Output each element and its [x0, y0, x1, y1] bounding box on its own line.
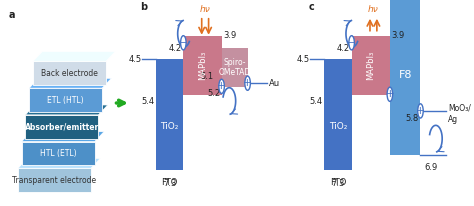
- Text: −: −: [347, 38, 356, 48]
- Circle shape: [245, 76, 250, 90]
- Text: MAPbI₃: MAPbI₃: [366, 51, 375, 80]
- Text: HTL (ETL): HTL (ETL): [40, 149, 76, 158]
- Text: 7.3: 7.3: [331, 179, 345, 188]
- Bar: [26, 115, 99, 139]
- Text: Spiro-
OMeTAD: Spiro- OMeTAD: [219, 58, 251, 77]
- Text: hν: hν: [368, 5, 379, 14]
- Text: 5.4: 5.4: [310, 97, 322, 106]
- Text: 4.2: 4.2: [169, 44, 182, 53]
- Text: FTO: FTO: [161, 178, 178, 187]
- Bar: [352, 36, 390, 95]
- Text: −: −: [179, 38, 188, 48]
- Text: F8: F8: [399, 70, 412, 80]
- Text: 5.8: 5.8: [406, 114, 419, 123]
- Polygon shape: [18, 158, 100, 168]
- Bar: [183, 36, 221, 95]
- Text: 5.4: 5.4: [141, 97, 154, 106]
- Text: 7.3: 7.3: [163, 179, 176, 188]
- Text: 3.9: 3.9: [223, 31, 237, 40]
- Text: FTO: FTO: [329, 178, 346, 187]
- Circle shape: [349, 36, 355, 50]
- Circle shape: [181, 36, 186, 50]
- Text: 4.2: 4.2: [337, 44, 350, 53]
- Bar: [22, 142, 95, 165]
- Bar: [390, 0, 420, 154]
- Text: +: +: [385, 89, 394, 99]
- Text: +: +: [416, 106, 425, 116]
- Text: Back electrode: Back electrode: [41, 69, 98, 78]
- Text: +: +: [243, 78, 252, 88]
- Polygon shape: [22, 132, 104, 142]
- Polygon shape: [33, 52, 115, 61]
- Circle shape: [418, 104, 423, 118]
- Bar: [221, 48, 247, 87]
- Text: 5.2: 5.2: [207, 89, 220, 98]
- Bar: [324, 59, 352, 170]
- Text: Ag: Ag: [448, 115, 458, 124]
- Text: Au: Au: [269, 79, 280, 88]
- Text: 4.5: 4.5: [296, 55, 310, 64]
- Text: 4.5: 4.5: [128, 55, 141, 64]
- Text: b: b: [140, 2, 147, 12]
- Text: +: +: [217, 81, 226, 91]
- Text: c: c: [309, 2, 315, 12]
- Text: TiO₂: TiO₂: [328, 122, 347, 131]
- Text: Absorber/emitter: Absorber/emitter: [25, 122, 99, 131]
- Text: TiO₂: TiO₂: [160, 122, 179, 131]
- Bar: [18, 168, 91, 192]
- Text: 5.1: 5.1: [201, 72, 214, 81]
- Text: ETL (HTL): ETL (HTL): [47, 96, 84, 104]
- Circle shape: [219, 79, 224, 94]
- Bar: [29, 88, 102, 112]
- Text: MoO₃/: MoO₃/: [448, 103, 471, 112]
- Text: 3.9: 3.9: [392, 31, 405, 40]
- Bar: [156, 59, 183, 170]
- Polygon shape: [26, 105, 108, 115]
- Text: 6.9: 6.9: [425, 163, 438, 172]
- Bar: [33, 61, 106, 85]
- Text: a: a: [9, 10, 15, 20]
- Polygon shape: [29, 78, 111, 88]
- Text: Transparent electrode: Transparent electrode: [12, 176, 97, 185]
- Text: hν: hν: [200, 5, 210, 14]
- Circle shape: [387, 87, 392, 101]
- Text: 2.9: 2.9: [422, 0, 435, 1]
- Text: MAPbI₃: MAPbI₃: [198, 51, 207, 80]
